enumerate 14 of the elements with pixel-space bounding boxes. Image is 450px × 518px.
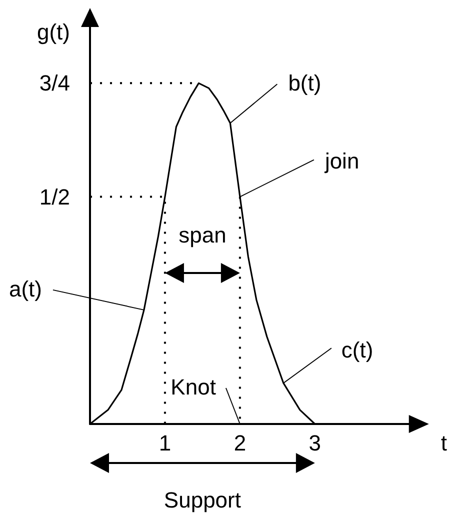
- x-tick-label: 2: [234, 430, 246, 456]
- annotation: join: [324, 148, 360, 174]
- x-tick-label: 3: [308, 430, 322, 456]
- y-tick-label: 3/4: [39, 70, 70, 96]
- x-axis-title: t: [440, 430, 448, 456]
- annotation: a(t): [8, 276, 42, 302]
- x-tick-label: 1: [158, 430, 172, 456]
- annotation: b(t): [288, 70, 322, 96]
- y-axis-title: g(t): [37, 20, 70, 44]
- annotation: span: [178, 222, 226, 248]
- annotation: Knot: [170, 374, 216, 400]
- y-tick-label: 1/2: [39, 184, 70, 210]
- annotation: c(t): [341, 338, 374, 363]
- text: Support: [164, 488, 241, 512]
